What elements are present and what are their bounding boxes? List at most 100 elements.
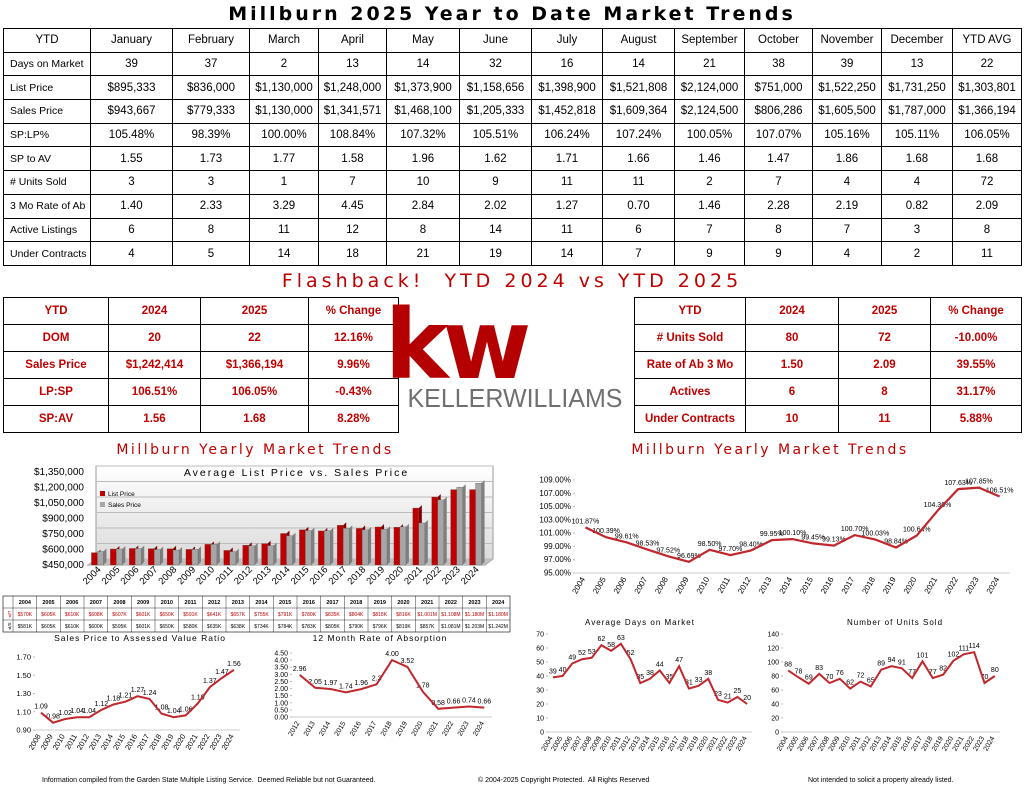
table-year: 2019: [374, 600, 386, 606]
x-tick-label: 2017: [840, 575, 857, 595]
y-tick-label: 4.50: [274, 651, 288, 658]
y-tick-label: 2.50: [274, 679, 288, 686]
table-cell: 0.70: [602, 193, 675, 219]
flashback-right-table: YTD 2024 2025% Change # Units Sold 80 72 -10.0…: [634, 297, 1022, 433]
table-cell: 1.66: [602, 146, 675, 172]
table-value: $570K: [18, 612, 33, 618]
y-tick-label: $1,350,000: [34, 467, 84, 478]
table-value: $857K: [420, 624, 435, 630]
data-label: 1.06: [179, 706, 193, 713]
bar: [361, 529, 369, 566]
x-tick-label: 2012: [232, 564, 255, 587]
x-tick-label: 2004: [81, 564, 104, 587]
data-label: 80: [991, 667, 999, 674]
data-label: 63: [617, 635, 625, 642]
data-label: 1.09: [34, 704, 48, 711]
bar: [343, 528, 350, 566]
data-label: 100.10%: [779, 530, 807, 537]
table-cell: 22: [952, 51, 1022, 77]
y-tick-label: 100: [767, 660, 779, 667]
table-value: $1.001M: [417, 612, 436, 618]
bar: [166, 548, 174, 566]
bar-side: [235, 548, 239, 565]
x-tick-label: 2021: [426, 720, 440, 737]
data-label: 25: [734, 688, 742, 695]
bar: [129, 548, 136, 566]
table-value: $591K: [183, 612, 198, 618]
header-cell: March: [249, 28, 319, 53]
table-year: 2018: [350, 600, 362, 606]
data-label: 99.45%: [801, 534, 825, 541]
x-tick-label: 2005: [100, 564, 123, 587]
table-cell: $1,242,414: [108, 351, 201, 379]
x-tick-label: 2016: [349, 720, 363, 737]
data-label: 98.84%: [884, 538, 908, 545]
table-value: $601K: [136, 624, 151, 630]
bar-side: [405, 523, 409, 565]
bar: [374, 526, 382, 566]
data-label: 91: [898, 659, 906, 666]
table-cell: $1,205,333: [459, 99, 532, 124]
line: [40, 668, 235, 724]
x-tick-label: 2011: [716, 575, 733, 595]
y-tick-label: 30: [536, 688, 544, 695]
table-cell: 106.24%: [531, 122, 603, 148]
table-cell: 39: [90, 51, 173, 77]
table-cell: 5: [172, 241, 250, 266]
table-year: 2022: [445, 600, 457, 606]
table-cell: 9: [674, 241, 745, 266]
bar: [318, 530, 325, 566]
table-cell: 7: [602, 241, 675, 266]
row-label: Under Contracts: [634, 405, 746, 433]
bar-side: [122, 545, 126, 565]
data-label: 1.74: [339, 683, 353, 690]
data-label: 1.56: [227, 661, 241, 668]
data-label: 1.04: [70, 708, 84, 715]
x-tick-label: 2020: [383, 564, 406, 587]
table-cell: 14: [249, 241, 319, 266]
table-cell: -0.43%: [308, 378, 399, 406]
table-row: Under Contracts 10 11 5.88%: [634, 405, 1022, 433]
table-value: $819K: [396, 624, 411, 630]
legend-swatch: [100, 491, 105, 496]
table-value: $657K: [231, 612, 246, 618]
table-year: 2007: [90, 600, 102, 606]
chart-title: 12 Month Rate of Absorption: [313, 633, 448, 643]
data-label: 0.74: [462, 697, 476, 704]
table-value: $595K: [112, 624, 127, 630]
table-cell: 9: [459, 170, 532, 195]
table-cell: -10.00%: [930, 324, 1022, 352]
table-year: 2024: [492, 600, 505, 606]
y-tick-label: 2.00: [274, 686, 288, 693]
footer-disclaimer: Not intended to solicit a property alrea…: [808, 777, 954, 784]
bar-side: [462, 484, 466, 565]
y-tick-label: 80: [771, 674, 779, 681]
data-label: 35: [666, 674, 674, 681]
data-label: 1.19: [191, 695, 205, 702]
data-label: 101: [917, 652, 929, 659]
row-label: # Units Sold: [634, 324, 746, 352]
x-tick-label: 2015: [334, 720, 348, 737]
data-label: 104.36%: [924, 502, 952, 509]
x-tick-label: 2012: [288, 720, 302, 737]
section-heading: Millburn Yearly Market Trends: [116, 442, 393, 458]
data-label: 4.00: [385, 651, 399, 658]
y-tick-label: 101.00%: [539, 529, 571, 538]
header-cell: June: [459, 28, 532, 53]
data-label: 76: [836, 670, 844, 677]
bar: [418, 522, 425, 566]
bar: [191, 549, 199, 566]
y-tick-label: 3.00: [274, 672, 288, 679]
data-label: 1.27: [131, 687, 145, 694]
table-cell: 8: [172, 217, 250, 243]
table-cell: 105.11%: [881, 122, 953, 148]
line: [787, 651, 996, 690]
table-cell: 8: [952, 217, 1022, 243]
footer-copyright: © 2004-2025 Copyright Protected. All Rig…: [478, 777, 650, 784]
row-label: Sales Price: [3, 99, 91, 124]
data-label: 1.24: [143, 690, 157, 697]
bar-side: [103, 548, 107, 565]
table-cell: 0.82: [881, 193, 953, 219]
data-label: 100.64%: [903, 527, 931, 534]
